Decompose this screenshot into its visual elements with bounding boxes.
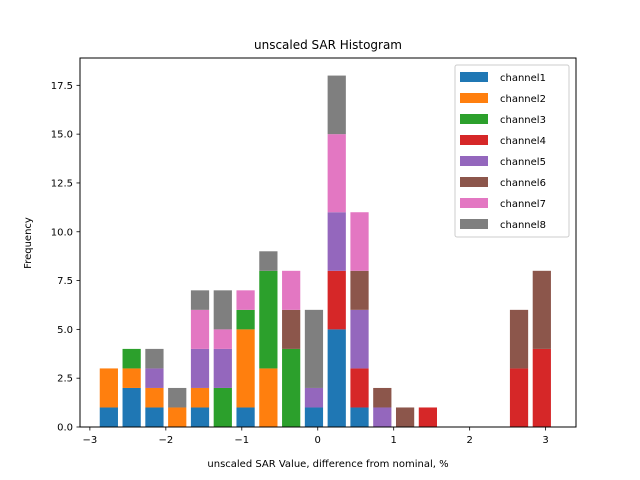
y-tick-label: 7.5 [57,276,73,287]
bar-channel1-0 [99,407,118,427]
legend-label-channel7: channel7 [500,199,546,210]
bars-group [99,75,551,427]
bar-channel4-10 [327,270,346,330]
bar-channel3-7 [259,270,278,369]
bar-channel1-6 [236,407,255,427]
bar-channel2-3 [168,407,187,427]
bar-channel8-4 [190,290,210,310]
legend-swatch-channel1 [460,72,488,82]
bar-channel2-6 [236,329,255,408]
bar-channel7-11 [350,212,369,271]
legend-label-channel1: channel1 [500,73,546,84]
bar-channel5-11 [350,309,369,369]
bar-channel4-16 [532,348,551,427]
bar-channel6-12 [373,387,392,408]
legend-label-channel6: channel6 [500,178,546,189]
legend-label-channel8: channel8 [500,220,546,231]
bar-channel8-9 [304,309,324,388]
bar-channel8-2 [145,348,164,369]
x-tick-label: 1 [391,435,397,446]
y-tick-label: 12.5 [51,178,73,189]
bar-channel6-8 [282,309,301,349]
bar-channel5-4 [190,348,210,388]
bar-channel5-5 [213,348,232,388]
legend-swatch-channel2 [460,93,488,103]
x-tick-label: −1 [234,435,249,446]
bar-channel7-6 [236,290,255,310]
bar-channel1-10 [327,329,346,427]
bar-channel8-5 [213,290,232,330]
x-axis-label: unscaled SAR Value, difference from nomi… [207,459,448,470]
bar-channel2-1 [122,368,141,388]
bar-channel2-4 [190,387,210,408]
bar-channel5-10 [327,212,346,271]
bar-channel7-8 [282,270,301,310]
bar-channel8-3 [168,387,187,408]
x-tick-label: 3 [542,435,548,446]
y-tick-label: 2.5 [57,374,73,385]
bar-channel3-6 [236,309,255,330]
chart-title: unscaled SAR Histogram [254,38,402,52]
x-tick-label: 2 [466,435,472,446]
bar-channel4-15 [509,368,529,427]
bar-channel3-8 [282,348,301,427]
bar-channel4-14 [418,407,437,427]
bar-channel8-7 [259,251,278,271]
bar-channel1-2 [145,407,164,427]
bar-channel6-13 [395,407,415,427]
bar-channel7-5 [213,329,232,349]
bar-channel2-7 [259,368,278,427]
legend-label-channel3: channel3 [500,115,546,126]
bar-channel6-15 [509,309,529,369]
bar-channel4-11 [350,368,369,408]
y-tick-label: 10.0 [51,227,73,238]
bar-channel7-4 [190,309,210,349]
y-tick-label: 0.0 [57,423,73,434]
bar-channel3-1 [122,348,141,369]
legend-label-channel2: channel2 [500,94,546,105]
bar-channel1-1 [122,387,141,427]
axes-frame [79,57,577,428]
legend-label-channel4: channel4 [500,136,546,147]
y-tick-label: 5.0 [57,325,73,336]
legend: channel1 channel2 channel3 channel4 channel5… [454,64,570,238]
legend-swatch-channel5 [460,156,488,166]
bar-channel1-9 [304,407,324,427]
x-tick-label: −3 [82,435,97,446]
bar-channel2-0 [99,368,118,408]
legend-swatch-channel3 [460,114,488,124]
legend-swatch-channel6 [460,177,488,187]
legend-swatch-channel8 [460,219,488,229]
bar-channel7-10 [327,134,346,213]
bar-channel1-4 [190,407,210,427]
bar-channel5-9 [304,387,324,408]
y-tick-label: 17.5 [51,81,73,92]
legend-label-channel5: channel5 [500,157,546,168]
y-tick-label: 15.0 [51,130,73,141]
bar-channel6-16 [532,270,551,349]
legend-swatch-channel7 [460,198,488,208]
legend-swatch-channel4 [460,135,488,145]
y-axis-label: Frequency [23,217,34,269]
y-axis-ticks: 0.0 2.5 5.0 7.5 10.0 12.5 15.0 17.5 [51,81,80,434]
bar-channel2-2 [145,387,164,408]
bar-channel8-10 [327,75,346,135]
x-tick-label: 0 [315,435,321,446]
bar-channel6-11 [350,270,369,310]
bar-channel1-11 [350,407,369,427]
bar-channel5-2 [145,368,164,388]
x-tick-label: −2 [158,435,173,446]
bar-channel5-12 [373,407,392,427]
bar-channel3-5 [213,387,232,427]
legend-box [454,64,570,238]
x-axis-ticks: −3 −2 −1 0 1 2 3 [82,427,549,446]
